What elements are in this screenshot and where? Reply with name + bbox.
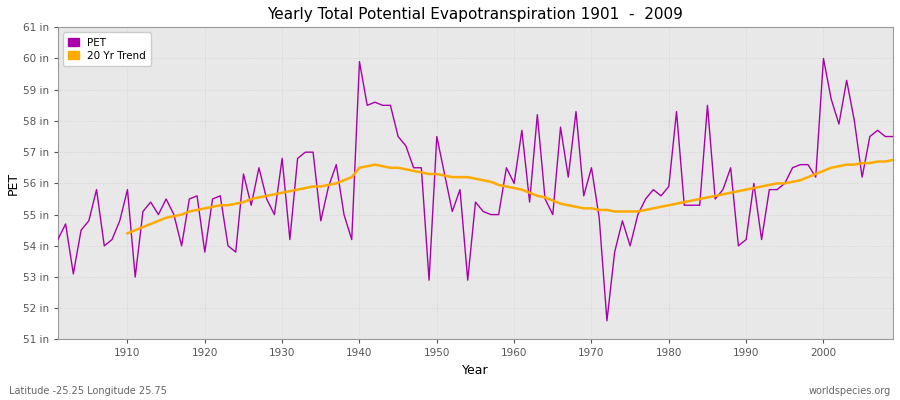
Text: Latitude -25.25 Longitude 25.75: Latitude -25.25 Longitude 25.75 (9, 386, 166, 396)
X-axis label: Year: Year (463, 364, 489, 377)
Legend: PET, 20 Yr Trend: PET, 20 Yr Trend (63, 32, 151, 66)
Text: worldspecies.org: worldspecies.org (809, 386, 891, 396)
Title: Yearly Total Potential Evapotranspiration 1901  -  2009: Yearly Total Potential Evapotranspiratio… (267, 7, 683, 22)
Y-axis label: PET: PET (7, 172, 20, 195)
